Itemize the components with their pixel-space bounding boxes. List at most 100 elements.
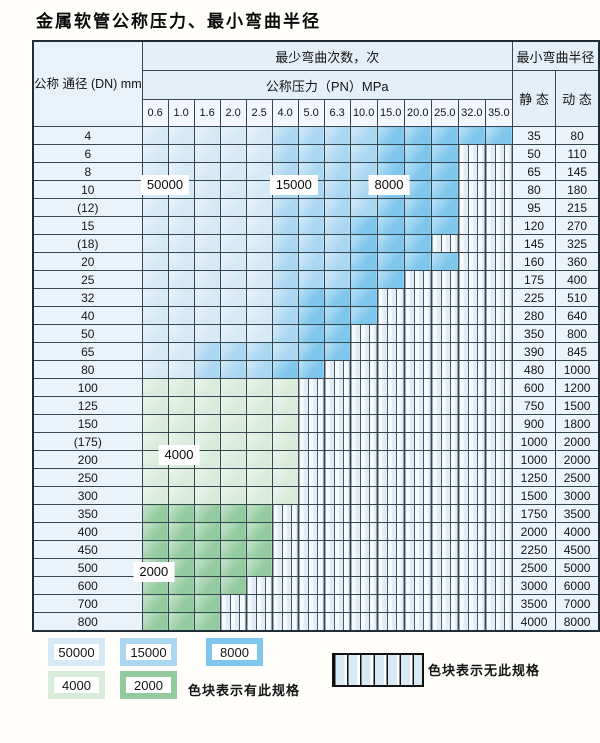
cell-50000	[167, 270, 195, 289]
cell-50000	[245, 324, 273, 343]
pressure-value-header: 6.3	[323, 99, 351, 127]
cell-50000	[141, 126, 169, 145]
cell-15000	[271, 144, 299, 163]
cell-no-spec	[271, 522, 299, 541]
cell-8000	[430, 198, 459, 217]
cell-50000	[245, 234, 273, 253]
dn-cell: 400	[32, 522, 143, 541]
cell-no-spec	[457, 198, 486, 217]
cell-no-spec	[430, 558, 459, 577]
table-row: 150 900 1800	[32, 414, 600, 433]
table-row: 32 225 510	[32, 288, 600, 307]
table-row: 25 175 400	[32, 270, 600, 289]
cell-2000	[167, 594, 195, 613]
cell-50000	[141, 198, 169, 217]
cell-4000	[193, 468, 221, 487]
cell-50000	[193, 126, 221, 145]
dynamic-radius-cell: 4000	[555, 522, 600, 541]
cell-50000	[193, 162, 221, 181]
cell-15000	[349, 126, 378, 145]
dynamic-radius-cell: 6000	[555, 576, 600, 595]
dynamic-radius-cell: 1200	[555, 378, 600, 397]
cell-50000	[245, 180, 273, 199]
cell-4000	[193, 432, 221, 451]
cell-15000	[271, 306, 299, 325]
cell-no-spec	[484, 180, 513, 199]
cell-no-spec	[323, 486, 351, 505]
static-radius-cell: 50	[511, 144, 557, 163]
cell-8000	[349, 252, 378, 271]
cell-no-spec	[376, 414, 405, 433]
cell-2000	[219, 576, 247, 595]
dynamic-radius-cell: 1000	[555, 360, 600, 379]
cell-no-spec	[430, 576, 459, 595]
cell-no-spec	[457, 576, 486, 595]
table-row: 20 160 360	[32, 252, 600, 271]
cell-15000	[323, 198, 351, 217]
cell-2000	[167, 504, 195, 523]
cell-no-spec	[484, 522, 513, 541]
cell-15000	[297, 234, 325, 253]
cell-no-spec	[403, 288, 432, 307]
pressure-value-header: 35.0	[484, 99, 513, 127]
cell-4000	[141, 396, 169, 415]
cell-15000	[349, 198, 378, 217]
pressure-value-header: 1.0	[167, 99, 195, 127]
cell-8000	[349, 234, 378, 253]
cell-no-spec	[297, 594, 325, 613]
cell-no-spec	[376, 288, 405, 307]
dn-cell: (175)	[32, 432, 143, 451]
dynamic-radius-cell: 800	[555, 324, 600, 343]
cell-no-spec	[457, 594, 486, 613]
cell-2000	[193, 576, 221, 595]
cell-50000	[193, 198, 221, 217]
cell-50000	[245, 144, 273, 163]
cell-no-spec	[430, 594, 459, 613]
cell-50000	[193, 324, 221, 343]
cell-no-spec	[457, 342, 486, 361]
cell-no-spec	[484, 396, 513, 415]
cell-no-spec	[430, 288, 459, 307]
cell-15000	[297, 198, 325, 217]
cell-50000	[193, 252, 221, 271]
cell-2000	[141, 594, 169, 613]
cell-no-spec	[403, 612, 432, 632]
cell-no-spec	[376, 576, 405, 595]
cell-50000	[141, 324, 169, 343]
cell-no-spec	[376, 342, 405, 361]
cell-50000	[219, 144, 247, 163]
cell-no-spec	[349, 504, 378, 523]
cell-50000	[141, 360, 169, 379]
table-row: (175) 1000 2000	[32, 432, 600, 451]
dynamic-radius-cell: 3000	[555, 486, 600, 505]
cell-15000	[323, 252, 351, 271]
cell-no-spec	[484, 612, 513, 632]
cell-no-spec	[323, 504, 351, 523]
bend-cycles-header: 最少弯曲次数，次	[141, 40, 513, 71]
cell-no-spec	[457, 360, 486, 379]
cell-no-spec	[349, 396, 378, 415]
cell-2000	[193, 522, 221, 541]
radius-header: 最小弯曲半径	[511, 40, 600, 71]
pressure-value-header: 32.0	[457, 99, 486, 127]
cell-50000	[193, 270, 221, 289]
dn-cell: 100	[32, 378, 143, 397]
cell-2000	[141, 612, 169, 632]
cell-no-spec	[403, 342, 432, 361]
cell-8000	[430, 144, 459, 163]
cell-8000	[430, 180, 459, 199]
spec-table-wrapper: 公称 通径 (DN) mm 最少弯曲次数，次 最小弯曲半径 公称压力（PN）MP…	[32, 40, 600, 632]
dn-cell: (18)	[32, 234, 143, 253]
cell-2000	[141, 540, 169, 559]
cell-no-spec	[297, 432, 325, 451]
table-row: 800 4000 8000	[32, 612, 600, 632]
static-radius-cell: 390	[511, 342, 557, 361]
cell-4000	[141, 378, 169, 397]
cell-8000	[403, 216, 432, 235]
cell-no-spec	[484, 504, 513, 523]
cell-no-spec	[484, 594, 513, 613]
cell-no-spec	[457, 612, 486, 632]
table-row: 300 1500 3000	[32, 486, 600, 505]
cell-2000	[193, 594, 221, 613]
cell-4000	[219, 486, 247, 505]
